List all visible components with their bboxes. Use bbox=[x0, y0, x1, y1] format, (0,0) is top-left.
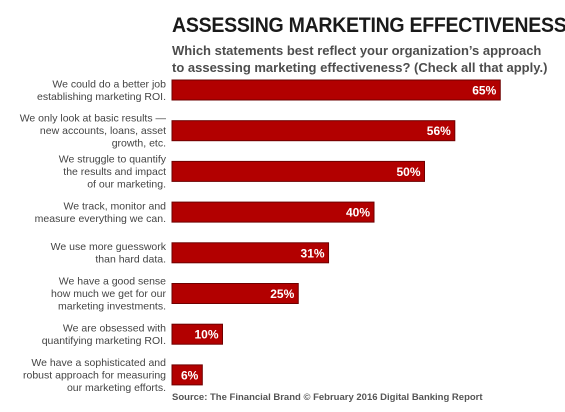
bar bbox=[171, 79, 501, 101]
category-label-line: our marketing efforts. bbox=[67, 382, 166, 394]
category-label: We have a sophisticated and robust approa… bbox=[23, 357, 166, 394]
category-label-line: We track, monitor and bbox=[63, 200, 166, 212]
category-label-line: growth, etc. bbox=[112, 138, 166, 150]
category-label-line: We have a good sense bbox=[59, 276, 166, 288]
bar bbox=[171, 283, 299, 304]
bar bbox=[171, 242, 330, 264]
value-label: 25% bbox=[270, 287, 294, 301]
category-label-line: quantifying marketing ROI. bbox=[42, 335, 166, 347]
category-label: We could do a better job establishing mar… bbox=[37, 78, 166, 103]
category-label-line: new accounts, loans, asset bbox=[40, 125, 166, 137]
category-label-line: the results and impact bbox=[63, 166, 166, 178]
value-label: 31% bbox=[301, 246, 325, 260]
category-label: We only look at basic results — new accou… bbox=[20, 113, 167, 150]
category-label: We track, monitor and measure everything … bbox=[35, 200, 166, 225]
category-label-line: We could do a better job bbox=[52, 78, 166, 90]
category-label: We have a good sense how much we get for … bbox=[51, 276, 166, 313]
category-label-line: marketing investments. bbox=[58, 301, 166, 313]
category-label-line: measure everything we can. bbox=[35, 213, 166, 225]
category-label: We struggle to quantify the results and i… bbox=[59, 153, 167, 190]
category-label-line: how much we get for our bbox=[51, 288, 166, 300]
bar bbox=[171, 364, 203, 386]
bar bbox=[171, 160, 425, 182]
bar bbox=[171, 201, 375, 223]
category-label-line: We are obsessed with bbox=[63, 322, 166, 334]
value-label: 40% bbox=[346, 206, 370, 220]
category-label-line: We only look at basic results — bbox=[20, 113, 167, 125]
category-label-line: than hard data. bbox=[95, 254, 166, 266]
value-label: 10% bbox=[194, 328, 218, 342]
source-note: Source: The Financial Brand © February 2… bbox=[172, 392, 483, 403]
bar bbox=[171, 120, 456, 142]
category-label-line: of our marketing. bbox=[87, 178, 166, 190]
value-label: 50% bbox=[396, 165, 420, 179]
value-label: 56% bbox=[427, 124, 451, 138]
category-label-line: We use more guesswork bbox=[51, 241, 167, 253]
category-label: We use more guesswork than hard data. bbox=[51, 241, 167, 265]
chart-title: ASSESSING MARKETING EFFECTIVENESS bbox=[172, 14, 565, 37]
value-label: 65% bbox=[472, 84, 496, 98]
category-label-line: robust approach for measuring bbox=[23, 369, 166, 381]
category-label-line: We struggle to quantify bbox=[59, 153, 167, 165]
category-label-line: We have a sophisticated and bbox=[31, 357, 166, 369]
category-label-line: establishing marketing ROI. bbox=[37, 91, 166, 103]
value-label: 6% bbox=[181, 368, 199, 382]
bar bbox=[171, 323, 223, 345]
category-label: We are obsessed with quantifying marketin… bbox=[42, 322, 166, 347]
